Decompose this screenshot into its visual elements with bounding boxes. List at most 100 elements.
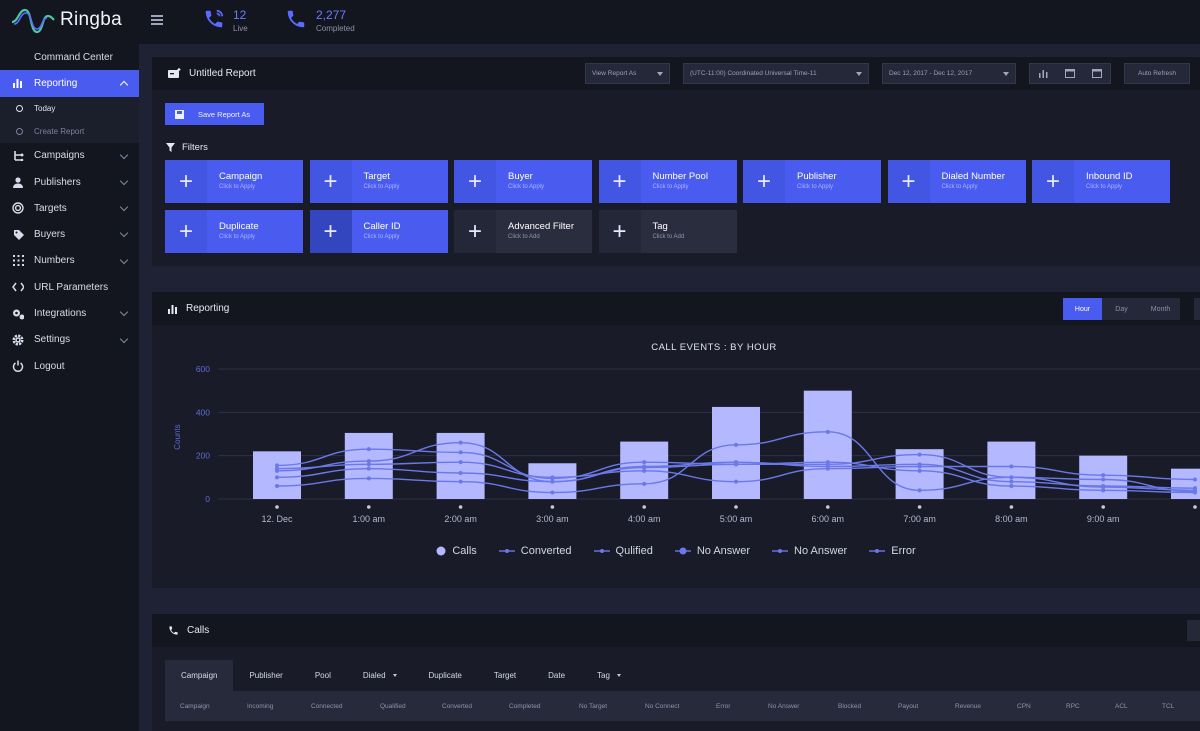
- view-report-as-select[interactable]: View Report As: [585, 63, 670, 84]
- submenu-label: Create Report: [34, 126, 85, 136]
- tab-duplicate[interactable]: Duplicate: [413, 660, 478, 691]
- filter-tile-number-pool[interactable]: + Number Pool Click to Apply: [598, 160, 737, 203]
- toolbar-edge: [1194, 298, 1200, 320]
- chart-title: CALL EVENTS : BY HOUR: [651, 342, 777, 353]
- legend-item[interactable]: No Answer: [772, 545, 847, 557]
- sidebar-item-publishers[interactable]: Publishers: [0, 169, 139, 195]
- column-header-blocked[interactable]: Blocked: [838, 703, 862, 710]
- menu-toggle-icon[interactable]: [151, 15, 163, 25]
- filter-tile-caller-id[interactable]: + Caller ID Click to Apply: [309, 210, 448, 253]
- chevron-down-icon: [119, 308, 129, 317]
- sidebar-item-targets[interactable]: Targets: [0, 195, 139, 221]
- filter-tile-duplicate[interactable]: + Duplicate Click to Apply: [165, 210, 303, 253]
- phone-completed-icon: [287, 10, 305, 28]
- filter-tile-tag[interactable]: + Tag Click to Add: [598, 210, 737, 253]
- filter-tile-campaign[interactable]: + Campaign Click to Apply: [165, 160, 303, 203]
- tab-label: Tag: [597, 671, 610, 680]
- calendar-range-icon[interactable]: [1091, 69, 1102, 78]
- series-point: [275, 484, 279, 488]
- tab-dialed[interactable]: Dialed: [347, 660, 413, 691]
- x-tick-label: 1:00 am: [353, 514, 386, 524]
- sidebar-item-label: URL Parameters: [34, 281, 109, 293]
- sidebar-item-settings[interactable]: Settings: [0, 327, 139, 353]
- bar-chart-icon[interactable]: [1038, 69, 1048, 78]
- filter-tile-buyer[interactable]: + Buyer Click to Apply: [454, 160, 592, 203]
- legend-label: No Answer: [696, 545, 751, 557]
- column-header-no-connect[interactable]: No Connect: [645, 703, 680, 710]
- calendar-icon[interactable]: [1064, 69, 1075, 78]
- column-header-completed[interactable]: Completed: [509, 703, 541, 710]
- sidebar-item-integrations[interactable]: Integrations: [0, 300, 139, 326]
- series-point: [825, 464, 830, 469]
- tab-date[interactable]: Date: [532, 660, 581, 691]
- caret-down-icon: [1003, 72, 1009, 76]
- tab-campaign[interactable]: Campaign: [165, 660, 234, 691]
- sidebar-item-reporting[interactable]: Reporting: [0, 70, 139, 97]
- x-tick-label: 3:00 am: [536, 514, 569, 524]
- filter-tile-advanced-filter[interactable]: + Advanced Filter Click to Add: [454, 210, 592, 253]
- tab-label: Publisher: [249, 671, 283, 680]
- column-header-campaign[interactable]: Campaign: [180, 703, 210, 710]
- column-header-tcl[interactable]: TCL: [1162, 703, 1175, 710]
- caret-down-icon: [392, 674, 397, 677]
- legend-item[interactable]: Calls: [436, 545, 477, 557]
- column-header-qualified[interactable]: Qualified: [380, 703, 406, 710]
- live-label: Live: [233, 24, 248, 33]
- filter-tile-inbound-id[interactable]: + Inbound ID Click to Apply: [1032, 160, 1170, 203]
- column-header-cpn[interactable]: CPN: [1017, 703, 1031, 710]
- x-tick-label: 8:00 am: [995, 514, 1028, 524]
- filter-title: Duplicate: [219, 221, 259, 232]
- sidebar-item-label: Buyers: [34, 229, 66, 241]
- column-header-converted[interactable]: Converted: [442, 703, 472, 710]
- legend-item[interactable]: No Answer: [674, 545, 751, 557]
- sidebar-item-numbers[interactable]: Numbers: [0, 248, 139, 274]
- tab-pool[interactable]: Pool: [299, 660, 347, 691]
- legend-item[interactable]: Qulified: [593, 545, 653, 557]
- legend-item[interactable]: Converted: [498, 545, 572, 557]
- granularity-day[interactable]: Day: [1102, 298, 1141, 320]
- column-header-acl[interactable]: ACL: [1115, 703, 1128, 710]
- date-range-select[interactable]: Dec 12, 2017 - Dec 12, 2017: [882, 63, 1016, 84]
- series-point: [734, 479, 738, 484]
- legend-line-icon: [869, 549, 886, 553]
- sidebar-item-buyers[interactable]: Buyers: [0, 221, 139, 247]
- series-point: [1101, 477, 1106, 482]
- series-point: [1009, 464, 1014, 469]
- report-icon: [168, 68, 181, 78]
- column-header-payout[interactable]: Payout: [898, 703, 919, 710]
- column-header-no-answer[interactable]: No Answer: [768, 703, 800, 710]
- granularity-toggle: Hour Day Month: [1063, 298, 1180, 320]
- auto-refresh-button[interactable]: Auto Refresh: [1124, 63, 1190, 84]
- series-point: [642, 468, 647, 473]
- column-header-error[interactable]: Error: [716, 703, 731, 710]
- legend-item[interactable]: Error: [869, 545, 916, 557]
- submenu-item-create-report[interactable]: Create Report: [0, 120, 139, 143]
- tab-publisher[interactable]: Publisher: [233, 660, 298, 691]
- reporting-title: Reporting: [186, 303, 230, 314]
- column-header-rpc[interactable]: RPC: [1066, 703, 1080, 710]
- filter-tile-dialed-number[interactable]: + Dialed Number Click to Apply: [887, 160, 1026, 203]
- phone-live-icon: [205, 9, 224, 28]
- column-header-connected[interactable]: Connected: [311, 703, 343, 710]
- submenu-item-today[interactable]: Today: [0, 97, 139, 120]
- filter-tile-publisher[interactable]: + Publisher Click to Apply: [743, 160, 881, 203]
- column-header-revenue[interactable]: Revenue: [955, 703, 982, 710]
- granularity-hour[interactable]: Hour: [1063, 298, 1102, 320]
- tab-tag[interactable]: Tag: [581, 660, 637, 691]
- granularity-month[interactable]: Month: [1141, 298, 1180, 320]
- sidebar-item-url-parameters[interactable]: URL Parameters: [0, 274, 139, 300]
- save-report-button[interactable]: Save Report As: [165, 103, 264, 125]
- filter-tile-target[interactable]: + Target Click to Apply: [309, 160, 448, 203]
- column-header-incoming[interactable]: Incoming: [247, 703, 274, 710]
- app-logo[interactable]: Ringba: [10, 6, 122, 34]
- sidebar-item-logout[interactable]: Logout: [0, 353, 139, 379]
- sidebar-item-command-center[interactable]: Command Center: [0, 44, 139, 70]
- calls-header: Calls: [152, 614, 1200, 647]
- column-header-no-target[interactable]: No Target: [579, 703, 608, 710]
- series-point: [1193, 486, 1197, 491]
- bar-calls: [253, 451, 301, 499]
- timezone-select[interactable]: (UTC-11:00) Coordinated Universal Time-1…: [683, 63, 869, 84]
- chevron-down-icon: [119, 334, 129, 343]
- tab-target[interactable]: Target: [478, 660, 532, 691]
- sidebar-item-campaigns[interactable]: Campaigns: [0, 143, 139, 169]
